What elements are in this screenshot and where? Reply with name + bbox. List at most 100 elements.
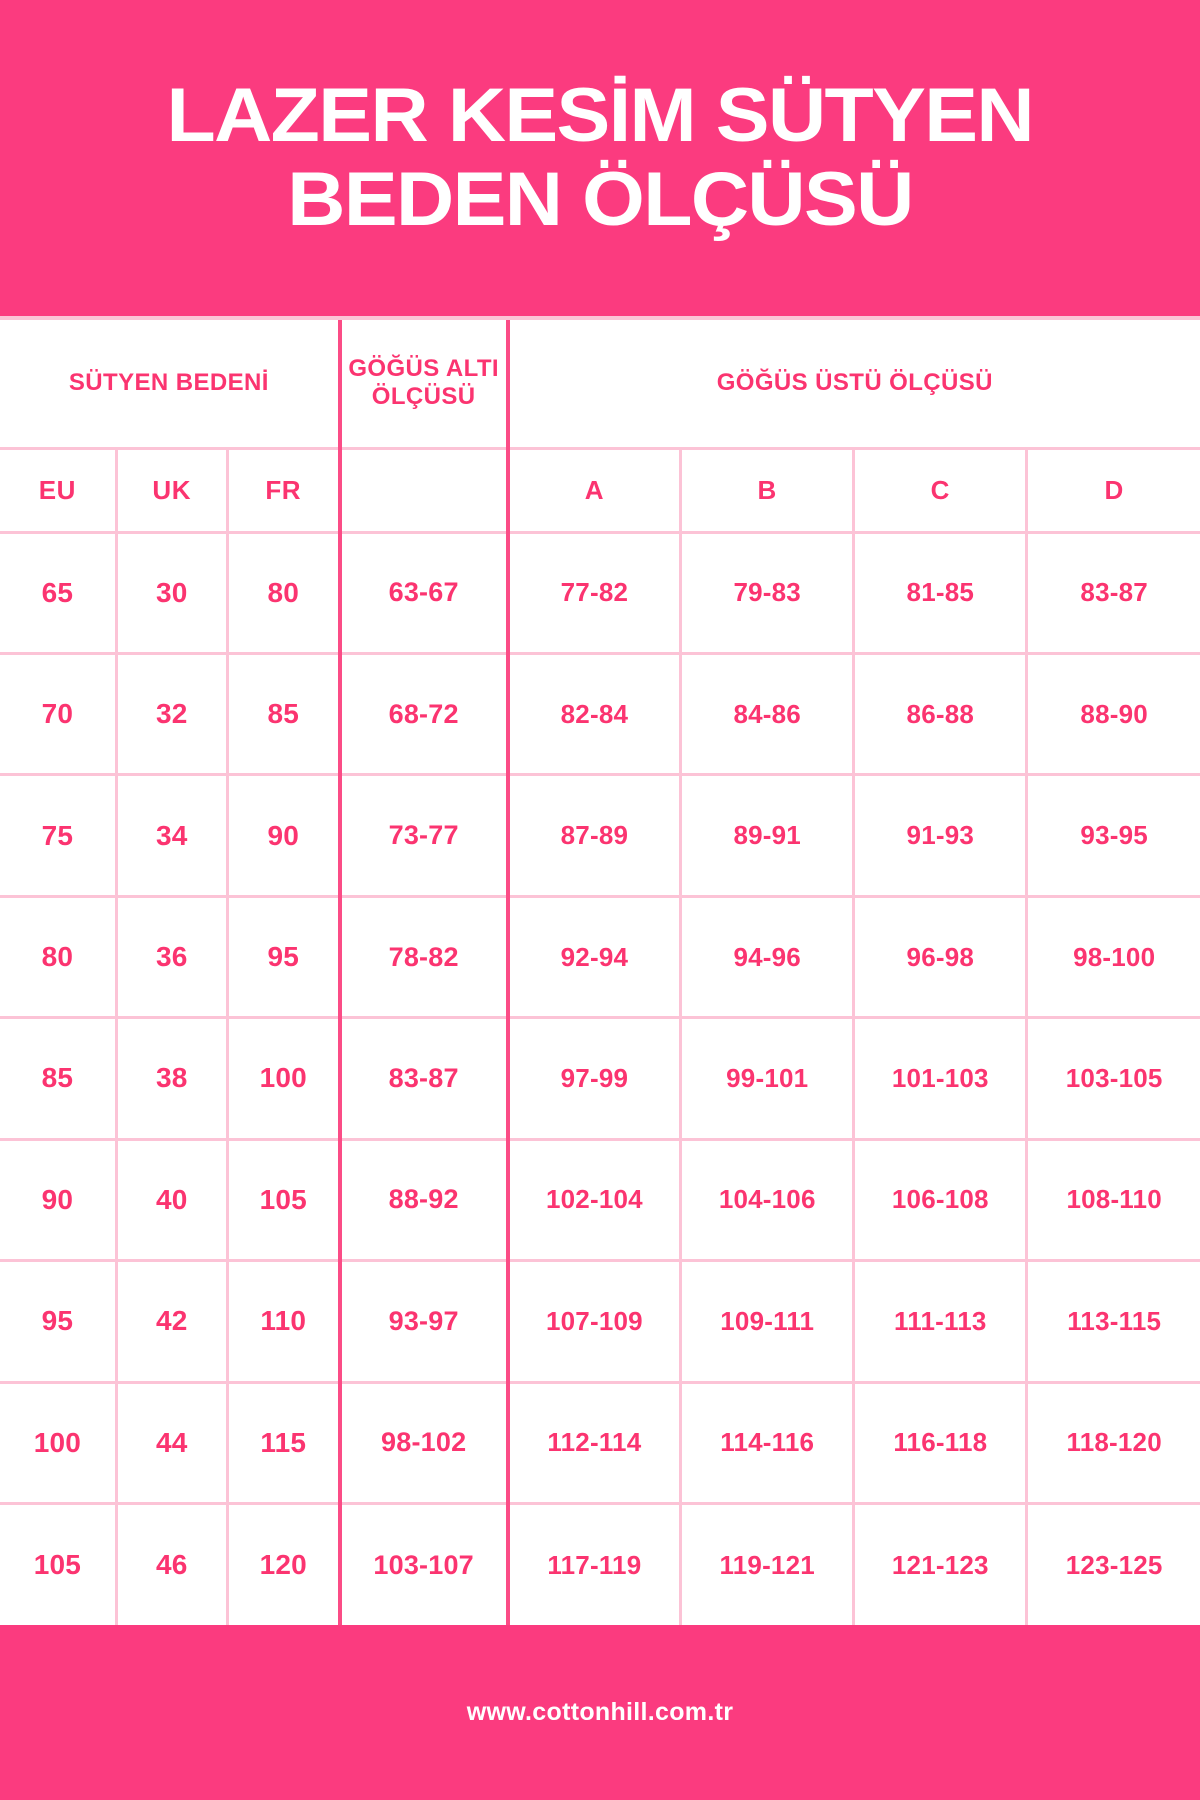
cell-cup-c: 101-103 xyxy=(853,1017,1029,1141)
page-title-line-1: LAZER KESİM SÜTYEN xyxy=(166,73,1035,159)
column-header-cup-b: B xyxy=(680,448,856,534)
table-row: 70 32 85 68-72 82-84 84-86 86-88 88-90 xyxy=(0,653,1200,777)
page-header-banner: LAZER KESİM SÜTYEN BEDEN ÖLÇÜSÜ xyxy=(0,0,1200,316)
cell-fr: 80 xyxy=(227,532,342,655)
cell-fr: 120 xyxy=(227,1503,342,1625)
cell-uk: 32 xyxy=(116,653,229,777)
column-header-cup-a: A xyxy=(507,448,683,534)
cell-cup-d: 113-115 xyxy=(1026,1260,1200,1384)
cell-eu: 90 xyxy=(0,1139,118,1263)
cell-cup-d: 98-100 xyxy=(1026,896,1200,1020)
cell-cup-a: 102-104 xyxy=(507,1139,683,1263)
cell-cup-c: 81-85 xyxy=(853,532,1029,655)
table-body: 65 30 80 63-67 77-82 79-83 81-85 83-87 70 32 85 68-… xyxy=(0,532,1200,1625)
cell-fr: 105 xyxy=(227,1139,342,1263)
website-url[interactable]: www.cottonhill.com.tr xyxy=(466,1698,734,1726)
cell-cup-d: 123-125 xyxy=(1065,1549,1163,1580)
cell-under-bust: 93-97 xyxy=(339,1260,510,1384)
cell-cup-c: 96-98 xyxy=(853,896,1029,1020)
cell-cup-d: 83-87 xyxy=(1026,532,1200,655)
cell-uk: 46 xyxy=(116,1503,229,1625)
cell-cup-b: 84-86 xyxy=(680,653,856,777)
cell-uk: 42 xyxy=(116,1260,229,1384)
cell-uk: 36 xyxy=(116,896,229,1020)
cell-cup-d: 93-95 xyxy=(1026,774,1200,898)
cell-cup-a: 82-84 xyxy=(507,653,683,777)
cell-cup-a: 112-114 xyxy=(507,1382,683,1506)
column-header-cup-d: D xyxy=(1026,448,1200,534)
cell-cup-d: 118-120 xyxy=(1026,1382,1200,1506)
cell-cup-a: 97-99 xyxy=(507,1017,683,1141)
cell-cup-d: 108-110 xyxy=(1026,1139,1200,1263)
cell-eu: 80 xyxy=(0,896,118,1020)
column-header-uk: UK xyxy=(116,448,229,534)
cell-cup-c: 116-118 xyxy=(853,1382,1029,1506)
cell-eu: 85 xyxy=(0,1017,118,1141)
column-header-eu: EU xyxy=(0,448,118,534)
cell-fr: 90 xyxy=(227,774,342,898)
cell-cup-b: 89-91 xyxy=(680,774,856,898)
cell-cup-c: 106-108 xyxy=(853,1139,1029,1263)
table-row: 85 38 100 83-87 97-99 99-101 101-103 103-105 xyxy=(0,1017,1200,1141)
cell-under-bust: 83-87 xyxy=(339,1017,510,1141)
group-header-bra-size: SÜTYEN BEDENİ xyxy=(0,320,342,450)
cell-cup-d: 103-105 xyxy=(1026,1017,1200,1141)
cell-uk: 40 xyxy=(116,1139,229,1263)
cell-eu: 100 xyxy=(0,1382,118,1506)
table-row: 65 30 80 63-67 77-82 79-83 81-85 83-87 xyxy=(0,532,1200,655)
group-header-under-bust: GÖĞÜS ALTI ÖLÇÜSÜ xyxy=(339,320,510,450)
cell-cup-c: 111-113 xyxy=(853,1260,1029,1384)
table-sub-header-row: EU UK FR A B C D xyxy=(0,448,1200,534)
cell-fr: 110 xyxy=(227,1260,342,1384)
cell-under-bust: 63-67 xyxy=(339,532,510,655)
column-header-cup-c: C xyxy=(853,448,1029,534)
page-title-line-2: BEDEN ÖLÇÜSÜ xyxy=(287,157,914,242)
cell-under-bust: 68-72 xyxy=(339,653,510,777)
cell-cup-b: 99-101 xyxy=(680,1017,856,1141)
cell-cup-c: 91-93 xyxy=(853,774,1029,898)
column-header-under-bust-blank xyxy=(339,448,510,534)
cell-cup-b: 119-121 xyxy=(680,1503,856,1625)
cell-cup-b: 114-116 xyxy=(680,1382,856,1506)
cell-cup-a: 77-82 xyxy=(507,532,683,655)
bra-size-table: SÜTYEN BEDENİ GÖĞÜS ALTI ÖLÇÜSÜ GÖĞÜS ÜS… xyxy=(0,320,1200,1625)
cell-eu: 75 xyxy=(0,774,118,898)
cell-uk: 44 xyxy=(116,1382,229,1506)
cell-eu: 95 xyxy=(0,1260,118,1384)
cell-cup-c: 121-123 xyxy=(853,1503,1029,1625)
table-row: 100 44 115 98-102 112-114 114-116 116-118 118-1… xyxy=(0,1382,1200,1506)
cell-cup-b: 94-96 xyxy=(680,896,856,1020)
cell-fr: 85 xyxy=(227,653,342,777)
table-row: 105 46 120 103-107 117-119 119-121 121-123 123-… xyxy=(0,1503,1200,1625)
table-row: 90 40 105 88-92 102-104 104-106 106-108 108-110 xyxy=(0,1139,1200,1263)
cell-cup-a: 107-109 xyxy=(507,1260,683,1384)
cell-eu: 105 xyxy=(0,1503,118,1625)
table-row: 80 36 95 78-82 92-94 94-96 96-98 98-100 xyxy=(0,896,1200,1020)
cell-fr: 95 xyxy=(227,896,342,1020)
table-row: 75 34 90 73-77 87-89 89-91 91-93 93-95 xyxy=(0,774,1200,898)
cell-uk: 34 xyxy=(116,774,229,898)
cell-cup-b: 109-111 xyxy=(680,1260,856,1384)
cell-under-bust: 103-107 xyxy=(339,1503,510,1625)
size-table-container: SÜTYEN BEDENİ GÖĞÜS ALTI ÖLÇÜSÜ GÖĞÜS ÜS… xyxy=(0,316,1200,1625)
cell-cup-a: 87-89 xyxy=(507,774,683,898)
cell-fr: 100 xyxy=(227,1017,342,1141)
table-head: SÜTYEN BEDENİ GÖĞÜS ALTI ÖLÇÜSÜ GÖĞÜS ÜS… xyxy=(0,320,1200,534)
cell-cup-c: 86-88 xyxy=(853,653,1029,777)
cell-cup-a: 117-119 xyxy=(507,1503,683,1625)
column-header-fr: FR xyxy=(227,448,342,534)
cell-cup-b: 104-106 xyxy=(680,1139,856,1263)
table-row: 95 42 110 93-97 107-109 109-111 111-113 113-115 xyxy=(0,1260,1200,1384)
cell-under-bust: 78-82 xyxy=(339,896,510,1020)
page-footer-banner: www.cottonhill.com.tr xyxy=(0,1625,1200,1800)
cell-eu: 70 xyxy=(0,653,118,777)
group-header-over-bust: GÖĞÜS ÜSTÜ ÖLÇÜSÜ xyxy=(507,320,1200,450)
cell-fr: 115 xyxy=(227,1382,342,1506)
table-group-header-row: SÜTYEN BEDENİ GÖĞÜS ALTI ÖLÇÜSÜ GÖĞÜS ÜS… xyxy=(0,320,1200,450)
cell-under-bust: 88-92 xyxy=(339,1139,510,1263)
cell-eu: 65 xyxy=(0,532,118,655)
cell-uk: 38 xyxy=(116,1017,229,1141)
cell-under-bust: 73-77 xyxy=(339,774,510,898)
cell-cup-b: 79-83 xyxy=(680,532,856,655)
